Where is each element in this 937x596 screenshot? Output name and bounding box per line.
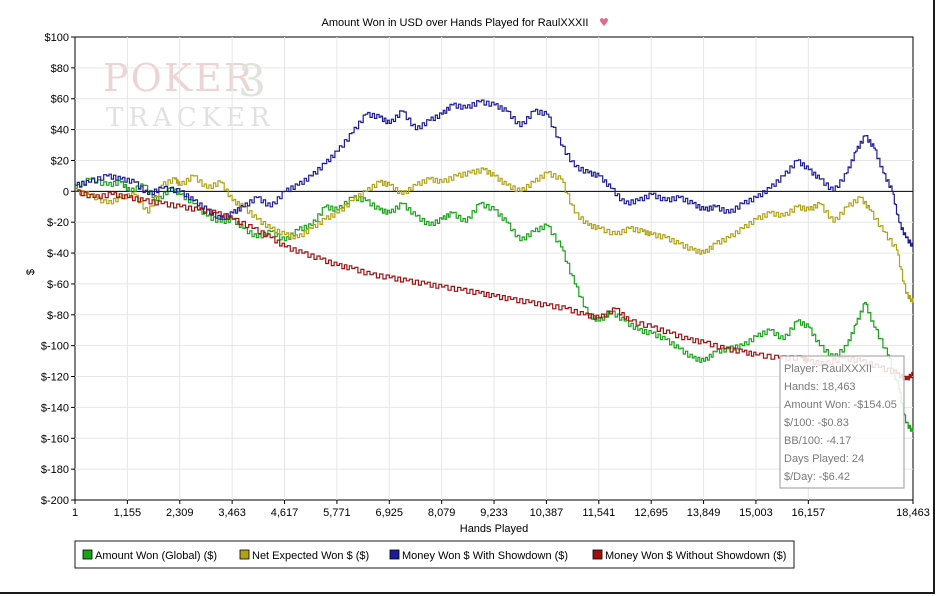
legend-label: Money Won $ With Showdown ($) (402, 550, 568, 562)
x-tick-label: 4,617 (271, 507, 299, 519)
y-tick-label: $-100 (41, 341, 69, 353)
x-tick-label: 6,925 (376, 507, 404, 519)
legend: Amount Won (Global) ($) Net Expected Won … (74, 540, 795, 569)
y-tick-label: $-60 (47, 279, 69, 291)
tooltip-line: Hands: 18,463 (784, 381, 856, 393)
legend-swatch (82, 549, 93, 560)
x-tick-label: 2,309 (166, 507, 194, 519)
y-axis-label: $ (25, 269, 37, 275)
y-tick-label: $-120 (41, 372, 69, 384)
x-axis: 1 1,155 2,309 3,463 4,617 5,771 6,925 8,079 9,23… (72, 500, 930, 519)
y-tick-label: $40 (51, 125, 69, 137)
x-tick-label: 15,003 (739, 507, 773, 519)
series-line-3 (75, 99, 914, 247)
y-tick-label: $-160 (41, 433, 69, 445)
x-tick-label: 8,079 (428, 507, 456, 519)
y-tick-label: $20 (51, 155, 69, 167)
svg-text:TRACKER: TRACKER (106, 103, 275, 133)
y-tick-label: $100 (45, 32, 69, 44)
stats-tooltip: Player: RaulXXXII Hands: 18,463 Amount Won… (779, 355, 905, 489)
y-tick-label: $-40 (47, 248, 69, 260)
y-tick-label: $80 (51, 63, 69, 75)
grid-layer (75, 37, 913, 500)
chart-title: Amount Won in USD over Hands Played for … (322, 17, 589, 29)
y-axis: $100 $80 $60 $40 $20 0 $-20 $-40 $-60 $-80 $-100 $-… (41, 32, 75, 507)
y-tick-label: 0 (63, 186, 69, 198)
legend-item: Money Won $ Without Showdown ($) (592, 549, 786, 562)
legend-label: Net Expected Won $ ($) (252, 550, 369, 562)
legend-item: Net Expected Won $ ($) (239, 549, 369, 562)
x-axis-label: Hands Played (460, 523, 529, 535)
legend-swatch (592, 549, 603, 560)
svg-text:POKER: POKER (103, 56, 254, 100)
legend-swatch (239, 549, 250, 560)
x-tick-label: 16,157 (792, 507, 826, 519)
x-tick-label: 10,387 (530, 507, 564, 519)
y-tick-label: $-80 (47, 310, 69, 322)
tooltip-line: $/Day: -$6.42 (784, 471, 850, 483)
tooltip-line: $/100: -$0.83 (784, 417, 849, 429)
y-tick-label: $-180 (41, 464, 69, 476)
legend-swatch (389, 549, 400, 560)
y-tick-label: $-200 (41, 495, 69, 507)
x-tick-label: 5,771 (323, 507, 351, 519)
x-tick-label: 11,541 (582, 507, 615, 519)
heart-icon: ♥ (599, 16, 609, 29)
x-tick-label: 9,233 (480, 507, 508, 519)
y-tick-label: $-20 (47, 217, 69, 229)
tooltip-line: Amount Won: -$154.05 (784, 399, 897, 411)
x-tick-label: 12,695 (634, 507, 668, 519)
legend-label: Amount Won (Global) ($) (95, 550, 217, 562)
x-tick-label: 1 (72, 507, 78, 519)
x-tick-label: 18,463 (896, 507, 930, 519)
tooltip-line: Days Played: 24 (784, 453, 864, 465)
svg-text:3: 3 (238, 56, 266, 107)
legend-item: Money Won $ With Showdown ($) (389, 549, 568, 562)
x-tick-label: 13,849 (687, 507, 721, 519)
series-line-1 (75, 177, 914, 433)
y-tick-label: $60 (51, 94, 69, 106)
legend-item: Amount Won (Global) ($) (82, 549, 217, 562)
tooltip-line: BB/100: -4.17 (784, 435, 851, 447)
x-tick-label: 3,463 (218, 507, 246, 519)
tooltip-line: Player: RaulXXXII (784, 363, 872, 375)
y-tick-label: $-140 (41, 402, 69, 414)
series-line-2 (75, 167, 914, 303)
x-tick-label: 1,155 (114, 507, 142, 519)
series-layer (75, 99, 914, 433)
legend-label: Money Won $ Without Showdown ($) (605, 550, 786, 562)
